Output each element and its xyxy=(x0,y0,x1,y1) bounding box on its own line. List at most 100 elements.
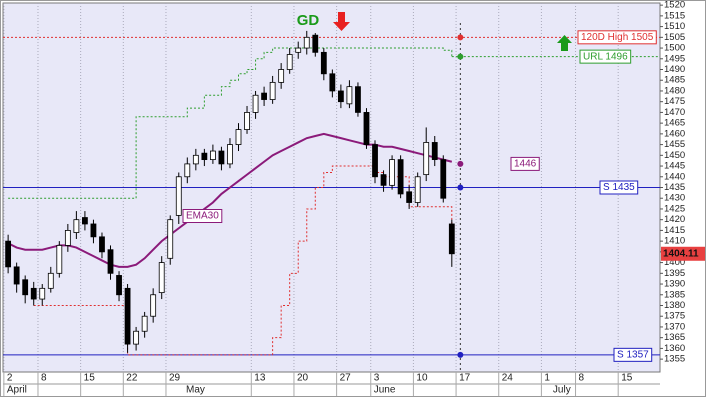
plot-layer xyxy=(3,23,660,372)
level-label-box xyxy=(599,180,639,195)
x-tick-label: 29 xyxy=(169,373,181,384)
candle-body xyxy=(107,249,114,274)
y-tick-label: 1490 xyxy=(664,64,685,75)
candle-body xyxy=(30,287,37,300)
up-arrow xyxy=(557,35,572,51)
y-tick-label: 1400 xyxy=(664,257,685,268)
candle-body xyxy=(5,240,12,268)
level-label-box xyxy=(577,30,657,45)
y-tick-label: 1395 xyxy=(664,268,685,279)
y-tick-label: 1435 xyxy=(664,182,685,193)
x-tick-label: 1 xyxy=(544,373,550,384)
y-tick-label: 1370 xyxy=(664,321,685,332)
candle-body xyxy=(227,144,233,165)
y-tick-label: 1385 xyxy=(664,289,685,300)
y-tick-label: 1420 xyxy=(664,214,685,225)
candle-body xyxy=(167,219,174,259)
y-tick-label: 1465 xyxy=(664,118,685,129)
level-dot xyxy=(457,160,464,167)
candle-body xyxy=(99,236,105,253)
y-tick-label: 1430 xyxy=(664,193,685,204)
y-tick-label: 1480 xyxy=(664,85,685,96)
level-label: S 1435 xyxy=(603,182,635,193)
y-tick-label: 1445 xyxy=(664,161,685,172)
y-tick-label: 1450 xyxy=(664,150,685,161)
month-label: April xyxy=(7,385,27,396)
y-tick-label: 1475 xyxy=(664,96,685,107)
candle-body xyxy=(423,142,430,176)
level-dot xyxy=(457,184,464,191)
candle-body xyxy=(90,223,97,238)
level-dot xyxy=(457,34,464,41)
level-label-box xyxy=(613,347,653,362)
y-tick-label: 1355 xyxy=(664,354,685,365)
candle-body xyxy=(431,142,438,161)
x-tick-label: 20 xyxy=(297,373,309,384)
x-tick-label: 8 xyxy=(41,373,47,384)
candle-body xyxy=(295,47,302,53)
level-label-box xyxy=(579,49,632,64)
y-tick-label: 1415 xyxy=(664,225,685,236)
candle-body xyxy=(312,34,319,53)
last-price-box xyxy=(661,246,705,261)
y-tick-label: 1360 xyxy=(664,343,685,354)
y-tick-label: 1520 xyxy=(664,0,685,11)
month-label: July xyxy=(553,385,571,396)
y-tick-label: 1515 xyxy=(664,10,685,21)
y-tick-label: 1505 xyxy=(664,32,685,43)
x-tick-label: 15 xyxy=(84,373,96,384)
y-tick-label: 1410 xyxy=(664,236,685,247)
candle-body xyxy=(124,287,131,345)
candle-body xyxy=(192,154,199,165)
x-tick-label: 13 xyxy=(254,373,266,384)
candle-body xyxy=(47,272,54,289)
candle-body xyxy=(244,112,250,130)
candle-body xyxy=(303,36,310,49)
candle-body xyxy=(389,159,395,186)
candle-body xyxy=(346,86,353,105)
candle-body xyxy=(184,163,191,178)
candle-body xyxy=(261,92,267,100)
ema-label: EMA30 xyxy=(186,211,219,222)
candle-body xyxy=(133,330,140,345)
level-dot xyxy=(457,53,464,60)
x-tick-label: 2 xyxy=(7,373,13,384)
y-tick-label: 1390 xyxy=(664,279,685,290)
candle-body xyxy=(320,51,327,75)
month-label: May xyxy=(186,385,205,396)
y-tick-label: 1425 xyxy=(664,203,685,214)
candle-body xyxy=(286,54,293,70)
candle-body xyxy=(380,174,387,186)
candle-body xyxy=(440,159,447,199)
level-label: 1446 xyxy=(514,159,537,170)
x-tick-label: 22 xyxy=(126,373,138,384)
x-tick-label: 24 xyxy=(502,373,514,384)
level-label: 120D High 1505 xyxy=(581,32,654,43)
level-label-box xyxy=(510,156,540,171)
candle-body xyxy=(73,219,80,233)
x-tick-label: 8 xyxy=(579,373,585,384)
candle-body xyxy=(56,245,63,274)
series-line xyxy=(8,47,453,199)
candle-body xyxy=(372,144,378,178)
y-tick-label: 1455 xyxy=(664,139,685,150)
candle-body xyxy=(448,223,455,255)
candle-body xyxy=(141,315,148,332)
candle-body xyxy=(278,69,285,83)
candle-body xyxy=(158,262,165,294)
y-tick-label: 1510 xyxy=(664,21,685,32)
level-label: S 1357 xyxy=(617,349,649,360)
candle-body xyxy=(355,86,361,113)
y-tick-label: 1380 xyxy=(664,300,685,311)
candle-body xyxy=(209,150,216,161)
y-tick-label: 1495 xyxy=(664,53,685,64)
y-tick-label: 1375 xyxy=(664,311,685,322)
candle-body xyxy=(13,266,20,285)
candle-body xyxy=(414,176,421,203)
y-tick-label: 1365 xyxy=(664,332,685,343)
candle-body xyxy=(175,176,182,216)
candle-body xyxy=(22,279,29,296)
signal-label: GD xyxy=(297,12,320,29)
candle-body xyxy=(116,275,122,296)
candle-body xyxy=(39,287,46,300)
